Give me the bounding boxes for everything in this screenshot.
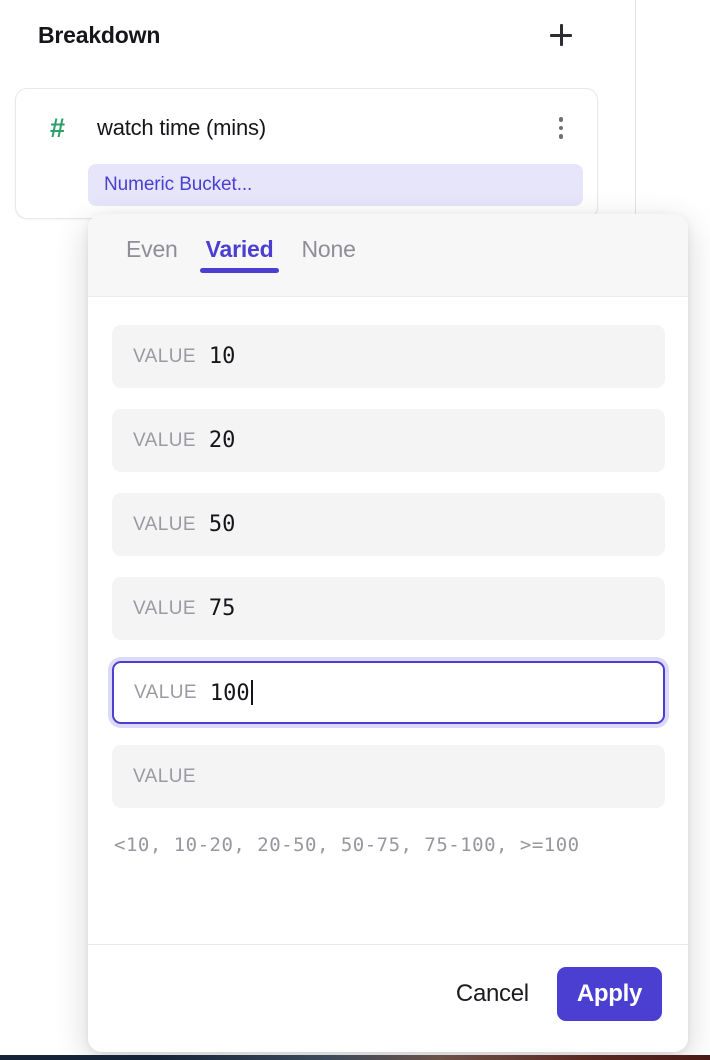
apply-button[interactable]: Apply [556,966,662,1021]
hash-icon: # [50,112,66,143]
cancel-button[interactable]: Cancel [448,970,537,1018]
popover-footer: Cancel Apply [88,944,688,1052]
value-label: VALUE [133,513,196,535]
value-input-text: 75 [208,596,236,621]
add-breakdown-button[interactable] [544,18,578,52]
kebab-menu-icon[interactable] [547,113,575,143]
kebab-dot [558,117,564,122]
value-label: VALUE [133,345,196,367]
value-input-row[interactable]: VALUE 50 [112,493,665,556]
bucket-mode-tabs: Even Varied None [88,214,688,297]
text-caret [250,679,253,705]
bucket-values-list: VALUE 10 VALUE 20 VALUE 50 VALUE 75 VALUE 100 VALU… [88,297,688,944]
value-rows: VALUE 10 VALUE 20 VALUE 50 VALUE 75 VALUE 100 VALU… [112,325,665,808]
kebab-dot [558,125,564,131]
value-input-text: 10 [208,344,236,369]
value-input[interactable]: 50 [209,512,236,537]
tab-none[interactable]: None [287,232,369,283]
breakdown-field-name: watch time (mins) [97,115,266,140]
numeric-bucket-popover: Even Varied None VALUE 10 VALUE 20 VALUE 50 VALU… [88,214,688,1052]
value-input[interactable]: 100 [209,679,253,706]
breakdown-card-row: # watch time (mins) [16,89,597,167]
value-label: VALUE [133,429,196,451]
kebab-dot [558,134,564,139]
desktop-bottom-strip [0,1055,710,1060]
value-input-row[interactable]: VALUE 10 [112,325,665,388]
value-input-text: 50 [208,512,236,537]
value-input[interactable]: 10 [209,344,236,369]
tab-even[interactable]: Even [112,232,192,283]
numeric-bucket-chip[interactable]: Numeric Bucket... [88,164,583,206]
value-input-text: 20 [208,428,236,453]
breakdown-header: Breakdown [0,12,600,58]
value-input-text: 100 [209,680,250,706]
tab-varied[interactable]: Varied [192,232,288,283]
value-input[interactable]: 75 [209,596,236,621]
plus-icon [550,24,572,46]
value-label: VALUE [134,681,197,703]
value-input[interactable]: 20 [209,428,236,453]
value-label: VALUE [133,765,196,787]
value-input-row[interactable]: VALUE 75 [112,577,665,640]
value-label: VALUE [133,597,196,619]
numeric-bucket-chip-label: Numeric Bucket... [104,174,253,195]
value-input-row[interactable]: VALUE 100 [112,661,665,724]
value-input-row[interactable]: VALUE [112,745,665,808]
value-input-row[interactable]: VALUE 20 [112,409,665,472]
bucket-preview-text: <10, 10-20, 20-50, 50-75, 75-100, >=100 [114,834,580,856]
page-title: Breakdown [38,21,161,48]
